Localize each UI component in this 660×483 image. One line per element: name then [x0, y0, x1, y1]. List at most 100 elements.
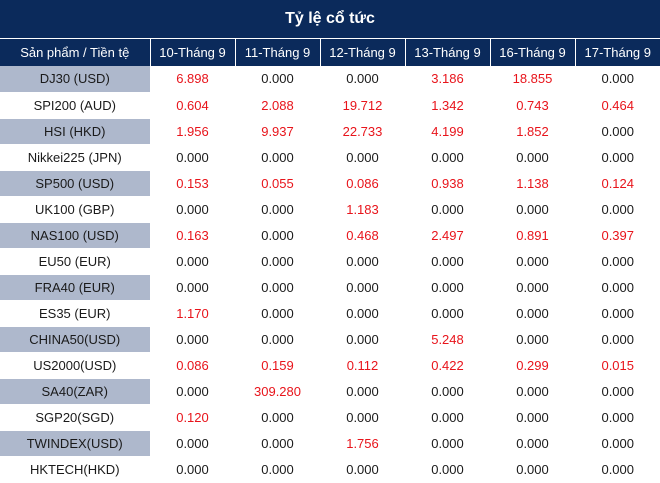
dividend-value-cell: 0.000 [405, 248, 491, 275]
dividend-value-cell: 0.000 [235, 300, 321, 327]
dividend-value-cell: 4.199 [405, 118, 491, 145]
dividend-value-cell: 0.000 [235, 404, 321, 431]
table-row: TWINDEX(USD) 0.000 0.000 1.756 0.000 0.000 0.0… [0, 430, 660, 457]
table-header: Sản phẩm / Tiền tệ 10-Tháng 9 11-Tháng 9… [0, 39, 660, 66]
dividend-value-cell: 0.000 [405, 378, 491, 405]
dividend-value-cell: 0.000 [320, 248, 406, 275]
dividend-value-cell: 0.000 [150, 248, 236, 275]
product-cell: FRA40 (EUR) [0, 274, 151, 301]
product-cell: HKTECH(HKD) [0, 456, 151, 483]
table-row: DJ30 (USD) 6.898 0.000 0.000 3.186 18.855 0.00… [0, 66, 660, 93]
dividend-value-cell: 0.086 [150, 352, 236, 379]
dividend-value-cell: 0.000 [575, 144, 660, 171]
table-row: EU50 (EUR) 0.000 0.000 0.000 0.000 0.000 0.000 [0, 248, 660, 275]
product-cell: SA40(ZAR) [0, 378, 151, 405]
table-title: Tỷ lệ cổ tức [0, 0, 660, 39]
table-row: CHINA50(USD) 0.000 0.000 0.000 5.248 0.000 0.0… [0, 326, 660, 353]
dividend-value-cell: 0.000 [150, 274, 236, 301]
dividend-value-cell: 0.891 [490, 222, 576, 249]
dividend-value-cell: 0.938 [405, 170, 491, 197]
dividend-value-cell: 0.464 [575, 92, 660, 119]
product-cell: Nikkei225 (JPN) [0, 144, 151, 171]
dividend-value-cell: 0.000 [405, 144, 491, 171]
dividend-value-cell: 0.153 [150, 170, 236, 197]
column-header-date: 13-Tháng 9 [405, 39, 491, 66]
product-cell: SPI200 (AUD) [0, 92, 151, 119]
dividend-value-cell: 0.000 [575, 300, 660, 327]
dividend-value-cell: 0.000 [575, 196, 660, 223]
dividend-value-cell: 0.015 [575, 352, 660, 379]
dividend-value-cell: 0.422 [405, 352, 491, 379]
column-header-product: Sản phẩm / Tiền tệ [0, 39, 151, 66]
product-cell: ES35 (EUR) [0, 300, 151, 327]
product-cell: HSI (HKD) [0, 118, 151, 145]
dividend-value-cell: 0.000 [235, 144, 321, 171]
column-header-date: 11-Tháng 9 [235, 39, 321, 66]
dividend-value-cell: 0.000 [235, 248, 321, 275]
product-cell: SP500 (USD) [0, 170, 151, 197]
dividend-value-cell: 9.937 [235, 118, 321, 145]
dividend-value-cell: 3.186 [405, 66, 491, 93]
dividend-value-cell: 0.000 [575, 248, 660, 275]
dividend-value-cell: 0.000 [575, 66, 660, 93]
dividend-value-cell: 0.000 [235, 456, 321, 483]
dividend-value-cell: 0.000 [405, 196, 491, 223]
dividend-value-cell: 0.086 [320, 170, 406, 197]
dividend-value-cell: 0.000 [490, 248, 576, 275]
dividend-value-cell: 0.000 [405, 274, 491, 301]
dividend-value-cell: 0.000 [320, 274, 406, 301]
dividend-value-cell: 2.088 [235, 92, 321, 119]
table-row: SA40(ZAR) 0.000 309.280 0.000 0.000 0.000 0.00… [0, 378, 660, 405]
dividend-value-cell: 5.248 [405, 326, 491, 353]
dividend-value-cell: 0.000 [490, 430, 576, 457]
dividend-value-cell: 1.183 [320, 196, 406, 223]
table-body: DJ30 (USD) 6.898 0.000 0.000 3.186 18.855 0.00… [0, 66, 660, 483]
column-header-date: 16-Tháng 9 [490, 39, 576, 66]
table-row: UK100 (GBP) 0.000 0.000 1.183 0.000 0.000 0.00… [0, 196, 660, 223]
column-header-date: 17-Tháng 9 [575, 39, 660, 66]
dividend-value-cell: 0.299 [490, 352, 576, 379]
dividend-value-cell: 0.000 [575, 378, 660, 405]
dividend-value-cell: 0.000 [320, 404, 406, 431]
dividend-value-cell: 0.397 [575, 222, 660, 249]
dividend-value-cell: 0.000 [575, 326, 660, 353]
dividend-value-cell: 0.000 [235, 326, 321, 353]
dividend-value-cell: 0.000 [235, 222, 321, 249]
dividend-value-cell: 0.000 [405, 430, 491, 457]
dividend-value-cell: 0.000 [320, 378, 406, 405]
dividend-value-cell: 0.000 [575, 456, 660, 483]
dividend-value-cell: 0.000 [235, 66, 321, 93]
dividend-value-cell: 0.000 [320, 66, 406, 93]
dividend-value-cell: 0.000 [490, 274, 576, 301]
table-row: SP500 (USD) 0.153 0.055 0.086 0.938 1.138 0.12… [0, 170, 660, 197]
dividend-value-cell: 0.000 [235, 274, 321, 301]
dividend-value-cell: 0.000 [490, 404, 576, 431]
product-cell: DJ30 (USD) [0, 66, 151, 93]
dividend-value-cell: 18.855 [490, 66, 576, 93]
dividend-value-cell: 0.000 [235, 196, 321, 223]
dividend-value-cell: 1.170 [150, 300, 236, 327]
dividend-value-cell: 0.124 [575, 170, 660, 197]
dividend-value-cell: 0.120 [150, 404, 236, 431]
dividend-value-cell: 0.000 [490, 196, 576, 223]
dividend-value-cell: 0.000 [150, 430, 236, 457]
column-header-date: 10-Tháng 9 [150, 39, 236, 66]
dividend-value-cell: 0.055 [235, 170, 321, 197]
dividend-value-cell: 1.342 [405, 92, 491, 119]
dividend-value-cell: 0.000 [150, 326, 236, 353]
dividend-value-cell: 0.000 [490, 378, 576, 405]
table-row: US2000(USD) 0.086 0.159 0.112 0.422 0.299 0.01… [0, 352, 660, 379]
dividend-value-cell: 0.000 [320, 144, 406, 171]
product-cell: NAS100 (USD) [0, 222, 151, 249]
dividend-value-cell: 0.468 [320, 222, 406, 249]
dividend-value-cell: 1.852 [490, 118, 576, 145]
dividend-value-cell: 0.000 [490, 326, 576, 353]
dividend-value-cell: 1.138 [490, 170, 576, 197]
product-cell: UK100 (GBP) [0, 196, 151, 223]
table-row: HSI (HKD) 1.956 9.937 22.733 4.199 1.852 0.000 [0, 118, 660, 145]
product-cell: US2000(USD) [0, 352, 151, 379]
table-row: NAS100 (USD) 0.163 0.000 0.468 2.497 0.891 0.3… [0, 222, 660, 249]
table-row: ES35 (EUR) 1.170 0.000 0.000 0.000 0.000 0.000 [0, 300, 660, 327]
dividend-value-cell: 19.712 [320, 92, 406, 119]
